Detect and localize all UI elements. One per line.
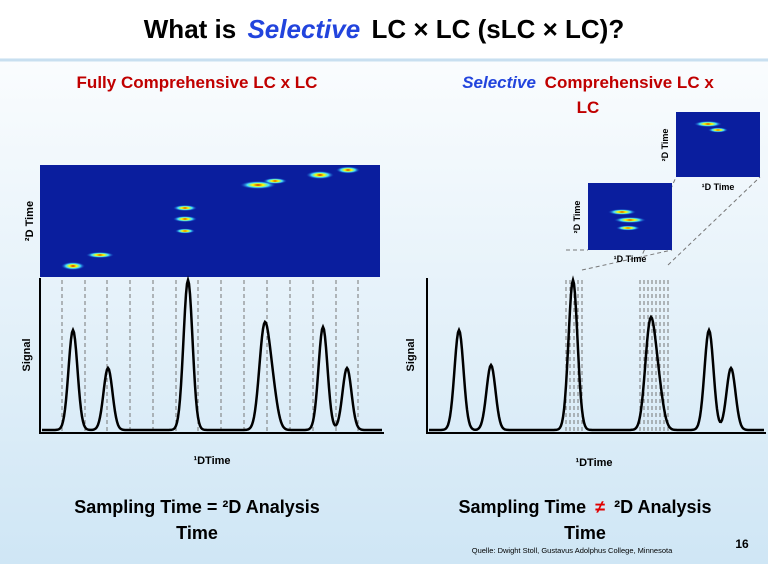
right-x-label: ¹DTime: [575, 457, 612, 469]
right-heading: Selective Comprehensive LC x: [462, 73, 714, 92]
spot: [173, 205, 197, 211]
right-heading-text: LC: [577, 98, 600, 117]
projection-line: [667, 176, 761, 266]
inset-x-label: ¹D Time: [702, 182, 735, 192]
left-chromatogram: [39, 275, 384, 434]
spot: [708, 127, 728, 133]
left-caption: Time: [176, 523, 218, 543]
title-bar: [0, 0, 768, 58]
inset-heatmap: [676, 112, 760, 177]
slide-title: What is Selective LC × LC (sLC × LC)?: [144, 14, 624, 44]
spot: [608, 209, 636, 215]
inset-x-label: ¹D Time: [614, 254, 647, 264]
spot: [263, 178, 287, 184]
chromatogram-trace: [42, 275, 382, 432]
right-caption: Time: [564, 523, 606, 543]
left-signal-label: Signal: [21, 338, 33, 371]
source-note: Quelle: Dwight Stoll, Gustavus Adolphus …: [472, 546, 673, 555]
right-signal-label: Signal: [405, 338, 417, 371]
spot: [616, 225, 640, 231]
caption-text: ²D Analysis: [614, 497, 711, 517]
spot: [173, 216, 197, 222]
spot: [61, 262, 85, 270]
left-heatmap-y-label: ²D Time: [24, 201, 36, 241]
spot: [86, 252, 114, 258]
title-suffix: LC × LC (sLC × LC)?: [371, 14, 624, 44]
projection-line: [581, 249, 673, 271]
caption-symbol: ≠: [595, 497, 605, 517]
right-heading-emphasis: Selective: [462, 73, 536, 92]
left-caption: Sampling Time = ²D Analysis: [74, 497, 320, 517]
spot: [336, 166, 360, 174]
left-heading: Fully Comprehensive LC x LC: [77, 73, 318, 92]
page-number: 16: [735, 537, 749, 551]
inset-heatmap: [588, 183, 672, 250]
left-x-label: ¹DTime: [193, 455, 230, 467]
spot: [694, 121, 722, 127]
caption-text: Sampling Time: [459, 497, 587, 517]
title-prefix: What is: [144, 14, 236, 44]
right-caption: Sampling Time ≠ ²D Analysis: [459, 497, 712, 517]
spot: [614, 217, 646, 223]
inset-y-label: ²D Time: [660, 129, 670, 162]
spot: [175, 228, 195, 234]
inset-y-label: ²D Time: [572, 201, 582, 234]
right-heading-text: Comprehensive LC x: [545, 73, 715, 92]
chromatogram-trace: [429, 275, 764, 432]
left-heatmap: [40, 165, 380, 277]
title-emphasis: Selective: [247, 14, 360, 44]
spot: [306, 171, 334, 179]
